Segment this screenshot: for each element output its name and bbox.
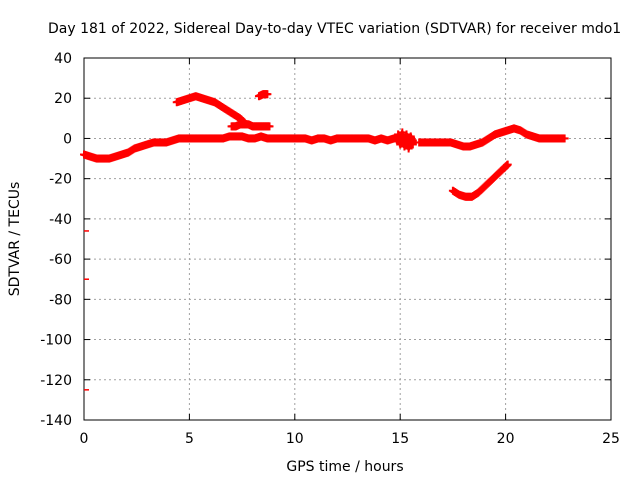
y-tick-label: -40 xyxy=(49,212,72,228)
series-upper-flat xyxy=(227,120,274,131)
y-tick-label: 40 xyxy=(54,51,72,67)
tick-labels: 40 20 0 -20 -40 -60 -80 -100 -120 -140 0 5 10 15 20 25 xyxy=(40,51,620,447)
data-points xyxy=(80,90,569,391)
x-tick-label: 10 xyxy=(286,431,304,447)
series-edge-points xyxy=(84,230,89,391)
chart-title: Day 181 of 2022, Sidereal Day-to-day VTE… xyxy=(48,21,621,37)
y-tick-label: -100 xyxy=(40,333,72,349)
series-main-band xyxy=(80,132,417,163)
x-tick-label: 25 xyxy=(602,431,620,447)
y-tick-label: -140 xyxy=(40,413,72,429)
x-tick-label: 15 xyxy=(391,431,409,447)
y-tick-label: -20 xyxy=(49,172,72,188)
y-tick-label: -80 xyxy=(49,292,72,308)
y-tick-label: -60 xyxy=(49,252,72,268)
series-isolated-arc xyxy=(254,90,272,101)
y-tick-label: 0 xyxy=(63,131,72,147)
y-tick-label: 20 xyxy=(54,91,72,107)
axis-ticks xyxy=(83,57,612,421)
series-jitter-block xyxy=(394,128,417,153)
y-tick-label: -120 xyxy=(40,373,72,389)
series-second-band xyxy=(415,124,569,151)
x-tick-label: 5 xyxy=(185,431,194,447)
x-tick-label: 20 xyxy=(497,431,515,447)
grid-lines xyxy=(84,58,611,420)
plot-frame xyxy=(83,57,612,421)
x-axis-label: GPS time / hours xyxy=(286,459,403,475)
y-axis-label: SDTVAR / TECUs xyxy=(7,182,23,297)
series-lower-arc xyxy=(448,160,512,201)
series-upper-arc xyxy=(172,92,249,127)
x-tick-label: 0 xyxy=(80,431,89,447)
